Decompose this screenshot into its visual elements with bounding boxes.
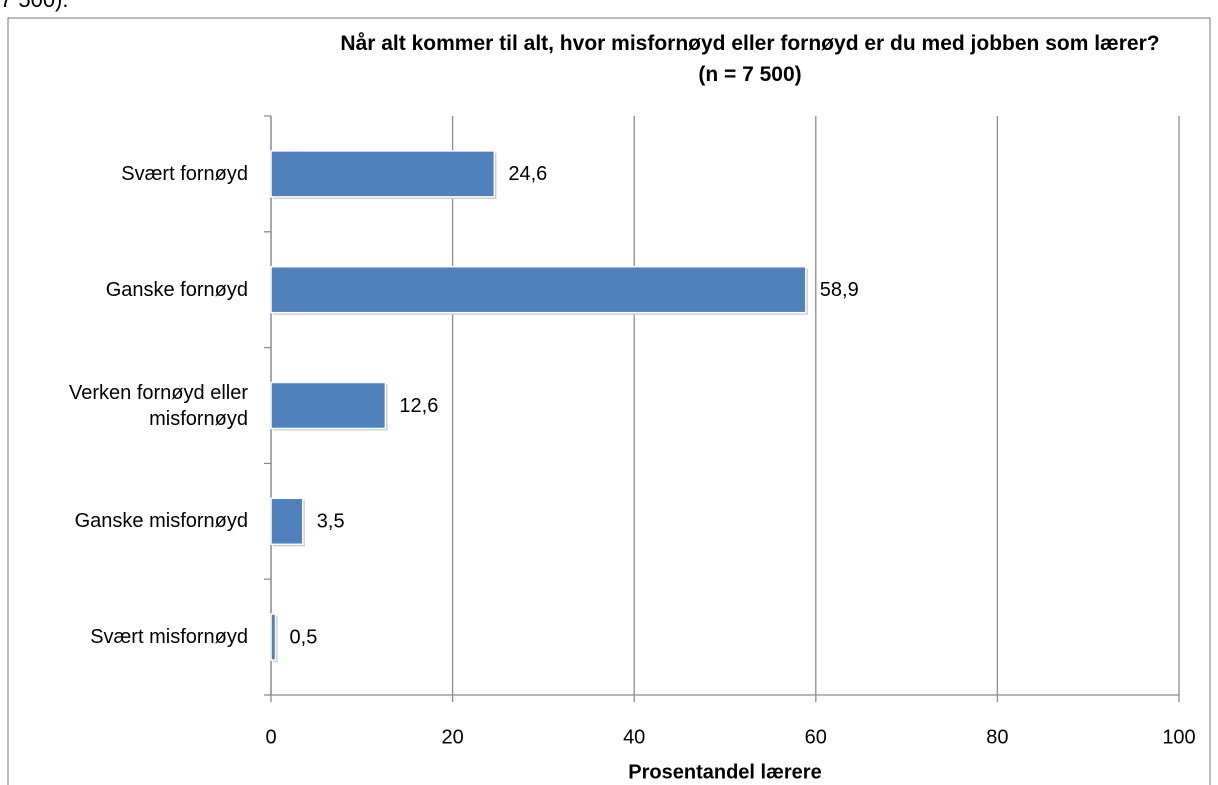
chart-title-block: Når alt kommer til alt, hvor misfornøyd …: [282, 28, 1218, 90]
bar: [270, 265, 807, 314]
x-tick-label: 60: [805, 726, 827, 748]
y-tick-label: Svært misfornøyd: [90, 626, 248, 649]
x-tick-label: 0: [265, 726, 276, 748]
data-label: 12,6: [399, 395, 438, 417]
chart-title: Når alt kommer til alt, hvor misfornøyd …: [340, 32, 1160, 55]
data-label: 0,5: [290, 626, 318, 648]
x-tick-label: 80: [986, 726, 1008, 748]
y-tick-label: Ganske fornøyd: [105, 278, 248, 301]
chart-subtitle: (n = 7 500): [698, 63, 802, 86]
data-label: 58,9: [820, 279, 859, 301]
x-tick-label: 100: [1162, 726, 1195, 748]
bar: [270, 150, 496, 198]
y-tick-label: Verken fornøyd eller misfornøyd: [69, 381, 248, 430]
y-tick-label: Ganske misfornøyd: [74, 510, 248, 533]
data-label: 24,6: [508, 163, 547, 185]
bar: [270, 497, 304, 546]
preceding-text: 7 500).: [0, 0, 69, 13]
data-label: 3,5: [317, 511, 345, 533]
bar: [270, 613, 277, 661]
x-tick-label: 20: [441, 726, 463, 748]
x-axis-title: Prosentandel lærere: [628, 761, 821, 783]
y-tick-label: Svært fornøyd: [121, 162, 248, 185]
chart-frame: [7, 17, 1211, 785]
bar: [270, 381, 387, 430]
x-tick-label: 40: [623, 726, 645, 748]
